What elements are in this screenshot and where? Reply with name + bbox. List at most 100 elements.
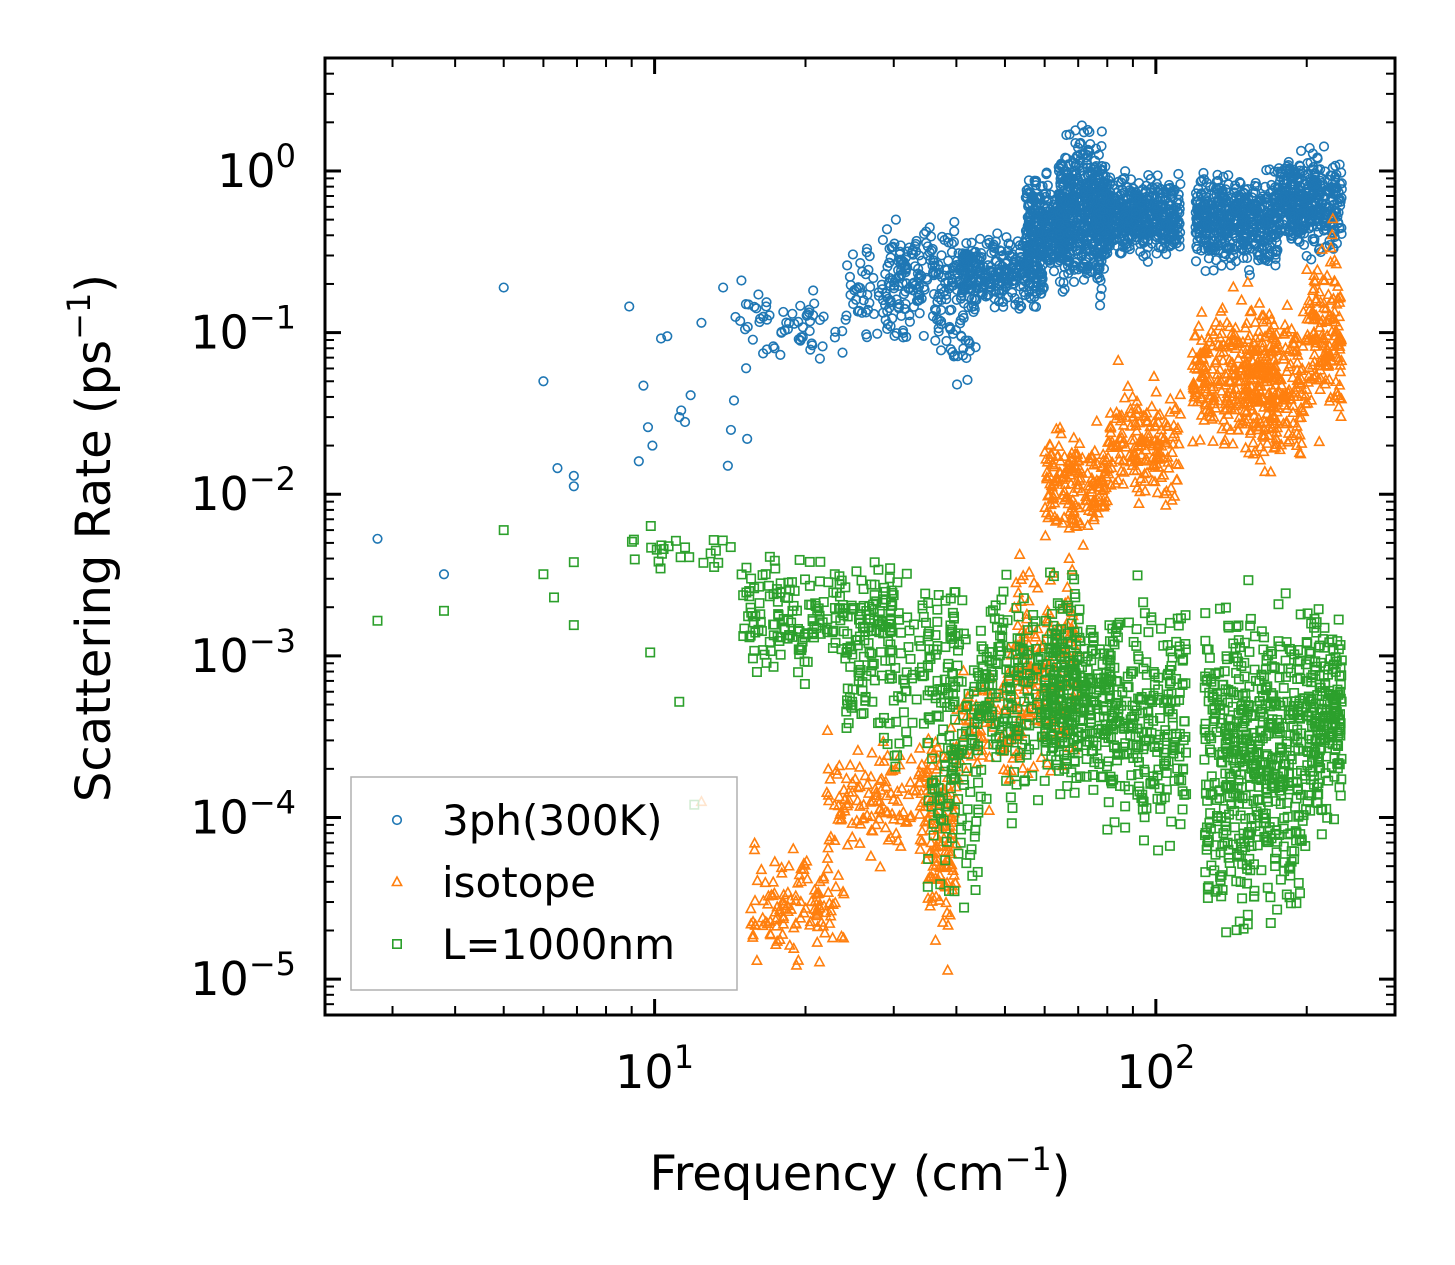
data-point bbox=[1020, 259, 1031, 270]
data-point bbox=[885, 563, 896, 574]
data-point bbox=[913, 273, 924, 284]
data-point bbox=[1057, 286, 1068, 297]
data-point bbox=[939, 234, 950, 246]
data-point bbox=[855, 258, 866, 269]
data-point bbox=[1064, 227, 1076, 238]
data-point bbox=[1070, 190, 1081, 201]
data-point bbox=[822, 762, 835, 774]
data-point bbox=[1335, 410, 1347, 421]
data-point bbox=[918, 611, 929, 622]
data-point bbox=[933, 326, 944, 337]
data-point bbox=[883, 636, 894, 647]
data-point bbox=[1028, 192, 1039, 204]
data-point bbox=[983, 289, 994, 300]
data-point bbox=[821, 862, 834, 874]
data-point bbox=[933, 292, 944, 303]
data-point bbox=[685, 390, 696, 401]
data-point bbox=[795, 300, 806, 311]
data-point bbox=[787, 842, 800, 854]
data-point bbox=[966, 237, 977, 248]
data-point bbox=[1036, 247, 1047, 258]
data-point bbox=[962, 374, 973, 385]
data-point bbox=[815, 556, 826, 567]
data-point bbox=[1052, 439, 1065, 451]
data-point bbox=[498, 282, 509, 293]
data-point bbox=[1035, 193, 1046, 204]
data-point bbox=[1075, 149, 1086, 160]
data-point bbox=[904, 316, 915, 327]
data-point bbox=[983, 804, 996, 815]
data-point bbox=[1150, 385, 1163, 397]
data-point bbox=[841, 310, 852, 321]
data-point bbox=[1029, 175, 1040, 186]
data-point bbox=[960, 335, 971, 346]
data-point bbox=[832, 868, 845, 880]
data-point bbox=[1028, 576, 1040, 588]
data-point bbox=[1003, 238, 1014, 249]
data-point bbox=[751, 303, 762, 314]
data-point bbox=[918, 330, 929, 342]
data-point bbox=[1036, 277, 1047, 288]
data-point bbox=[821, 724, 834, 736]
data-point bbox=[805, 344, 816, 355]
data-point bbox=[674, 696, 685, 707]
data-point bbox=[1023, 225, 1034, 237]
data-point bbox=[1060, 152, 1071, 163]
data-point bbox=[1279, 318, 1291, 330]
data-point bbox=[1024, 215, 1035, 226]
data-point bbox=[895, 627, 906, 638]
data-point bbox=[916, 824, 929, 836]
data-point bbox=[1132, 496, 1145, 508]
data-point bbox=[568, 620, 579, 631]
data-point bbox=[675, 552, 686, 563]
data-point bbox=[1030, 301, 1042, 312]
data-point bbox=[568, 481, 579, 492]
data-point bbox=[905, 653, 916, 664]
data-point bbox=[1012, 586, 1025, 598]
data-point bbox=[568, 557, 579, 568]
data-point bbox=[761, 301, 772, 312]
data-point bbox=[894, 249, 905, 260]
data-point bbox=[961, 238, 972, 249]
data-point bbox=[1037, 214, 1048, 226]
data-point bbox=[912, 268, 924, 279]
data-point bbox=[799, 678, 810, 689]
data-point bbox=[997, 296, 1008, 307]
data-point bbox=[913, 263, 924, 274]
data-point bbox=[853, 760, 866, 772]
data-point bbox=[951, 259, 962, 271]
data-point bbox=[1072, 248, 1083, 259]
data-point bbox=[941, 265, 952, 276]
data-point bbox=[751, 874, 764, 886]
data-point bbox=[1070, 165, 1081, 176]
data-point bbox=[1063, 180, 1074, 192]
data-point bbox=[853, 282, 864, 293]
data-point bbox=[680, 542, 691, 553]
data-point bbox=[679, 416, 691, 428]
data-point bbox=[1118, 391, 1131, 403]
data-point bbox=[708, 535, 719, 546]
data-point bbox=[882, 305, 893, 317]
data-point bbox=[868, 308, 880, 320]
data-point bbox=[877, 234, 889, 246]
data-point bbox=[1079, 259, 1090, 270]
data-point bbox=[662, 331, 673, 342]
data-point bbox=[742, 433, 753, 444]
data-point bbox=[781, 317, 792, 328]
data-point bbox=[778, 306, 789, 318]
data-point bbox=[908, 249, 919, 260]
data-point bbox=[916, 293, 927, 304]
data-point bbox=[890, 214, 902, 225]
data-point bbox=[895, 254, 907, 265]
data-point bbox=[842, 260, 853, 271]
data-point bbox=[1194, 433, 1207, 445]
data-point bbox=[1253, 296, 1266, 308]
data-point bbox=[741, 363, 752, 374]
data-point bbox=[901, 263, 912, 274]
data-point bbox=[1041, 169, 1052, 180]
data-point bbox=[1070, 257, 1081, 268]
data-point bbox=[845, 661, 856, 672]
data-point bbox=[718, 282, 729, 293]
data-point bbox=[1073, 436, 1086, 448]
data-point bbox=[725, 424, 737, 436]
